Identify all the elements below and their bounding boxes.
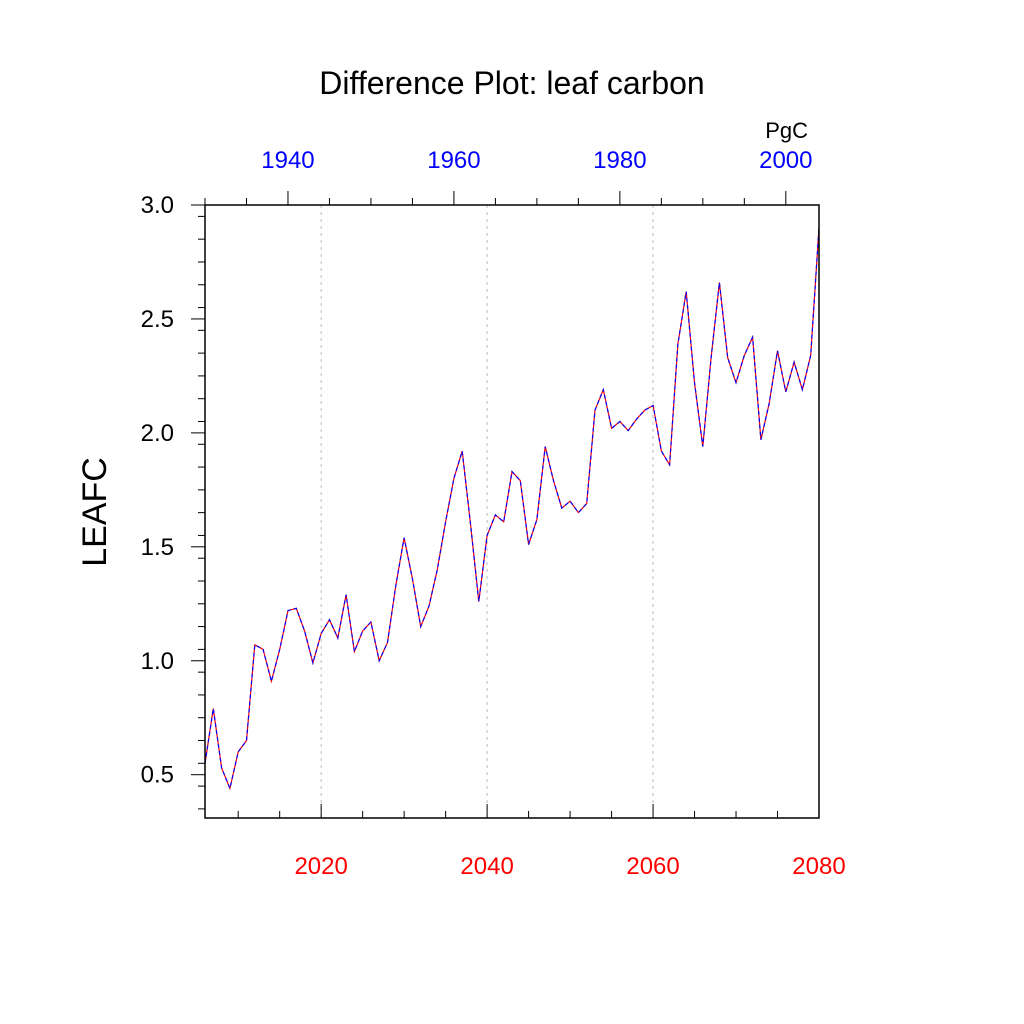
y-tick-label: 1.5 — [141, 534, 174, 561]
y-tick-label: 2.0 — [141, 420, 174, 447]
top-tick-label: 1980 — [593, 147, 646, 174]
y-tick-label: 0.5 — [141, 762, 174, 789]
minor-ticks — [198, 198, 779, 818]
top-tick-label: 1960 — [427, 147, 480, 174]
bottom-tick-label: 2020 — [294, 853, 347, 880]
series-line-2 — [204, 227, 820, 791]
chart-title: Difference Plot: leaf carbon — [319, 65, 704, 101]
plot-frame — [204, 204, 820, 819]
top-tick-label: 1940 — [261, 147, 314, 174]
series-line-1 — [204, 227, 820, 791]
units-label: PgC — [765, 118, 808, 143]
top-tick-label: 2000 — [759, 147, 812, 174]
y-axis-label: LEAFC — [76, 457, 114, 567]
series-layer — [204, 227, 820, 791]
bottom-tick-label: 2080 — [792, 853, 845, 880]
bottom-tick-label: 2040 — [460, 853, 513, 880]
y-tick-label: 3.0 — [141, 192, 174, 219]
top-axis-ticks: 1940 1960 1980 2000 — [261, 147, 813, 205]
y-tick-label: 1.0 — [141, 648, 174, 675]
y-tick-label: 2.5 — [141, 306, 174, 333]
grid-lines — [320, 205, 654, 818]
y-axis-ticks: 0.5 1.0 1.5 2.0 2.5 3.0 — [141, 192, 205, 789]
bottom-tick-label: 2060 — [626, 853, 679, 880]
bottom-axis-ticks: 2020 2040 2060 2080 — [294, 804, 846, 880]
